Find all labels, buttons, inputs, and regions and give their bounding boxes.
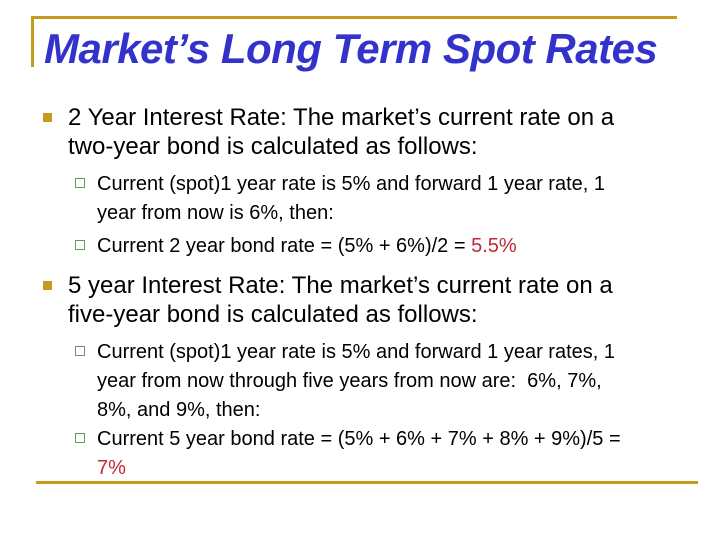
bullet-text-2yr: 2 Year Interest Rate: The market’s curre…: [68, 104, 615, 160]
title-left-accent-rule: [31, 16, 34, 67]
bullet-text-5yr: 5 year Interest Rate: The market’s curre…: [68, 272, 613, 328]
sub-bullet-item-2yr-rates: Current (spot)1 year rate is 5% and forw…: [75, 170, 720, 228]
sub-bullet-text-plain: Current (spot)1 year rate is 5% and forw…: [97, 341, 616, 421]
sub-bullet-text-plain: Current 2 year bond rate = (5% + 6%)/2 =: [97, 235, 472, 257]
sub-bullet-text-plain: Current (spot)1 year rate is 5% and forw…: [97, 173, 606, 224]
hollow-square-bullet-icon: [75, 346, 85, 356]
sub-bullet-text-2yr-rates: Current (spot)1 year rate is 5% and forw…: [97, 170, 605, 228]
hollow-square-bullet-icon: [75, 240, 85, 250]
sub-bullet-text-plain: Current 5 year bond rate = (5% + 6% + 7%…: [97, 428, 621, 450]
sub-bullet-item-2yr-result: Current 2 year bond rate = (5% + 6%)/2 =…: [75, 232, 720, 261]
sub-bullet-text-5yr-rates: Current (spot)1 year rate is 5% and forw…: [97, 338, 615, 425]
filled-square-bullet-icon: [43, 113, 52, 122]
slide-body: 2 Year Interest Rate: The market’s curre…: [43, 103, 720, 483]
sub-bullet-item-5yr-result: Current 5 year bond rate = (5% + 6% + 7%…: [75, 425, 720, 483]
slide-title: Market’s Long Term Spot Rates: [44, 25, 658, 72]
sub-bullet-text-highlight: 7%: [97, 457, 126, 479]
sub-bullet-text-highlight: 5.5%: [471, 235, 517, 257]
sub-bullet-text-5yr-result: Current 5 year bond rate = (5% + 6% + 7%…: [97, 425, 621, 483]
hollow-square-bullet-icon: [75, 433, 85, 443]
footer-rule: [36, 481, 698, 484]
title-top-rule: [31, 16, 677, 19]
hollow-square-bullet-icon: [75, 178, 85, 188]
filled-square-bullet-icon: [43, 281, 52, 290]
bullet-item-5yr: 5 year Interest Rate: The market’s curre…: [43, 271, 720, 329]
sub-bullet-text-2yr-result: Current 2 year bond rate = (5% + 6%)/2 =…: [97, 232, 517, 261]
bullet-item-2yr: 2 Year Interest Rate: The market’s curre…: [43, 103, 720, 161]
sub-bullet-item-5yr-rates: Current (spot)1 year rate is 5% and forw…: [75, 338, 720, 425]
